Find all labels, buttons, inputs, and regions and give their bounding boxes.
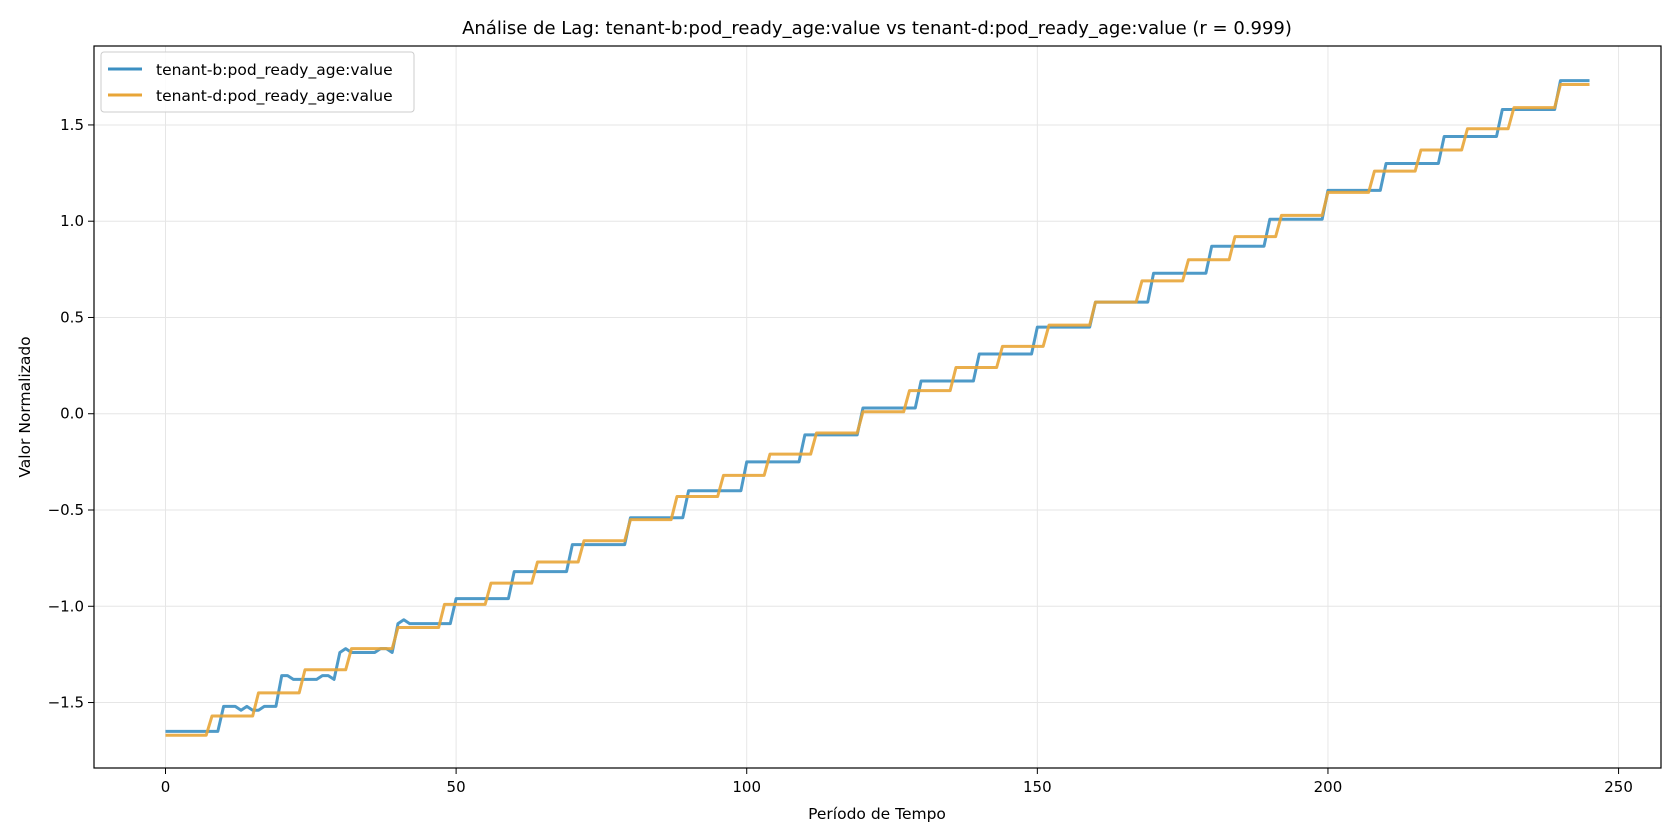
series-line-tenant-d bbox=[165, 83, 1590, 737]
legend: tenant-b:pod_ready_age:value tenant-d:po… bbox=[100, 51, 415, 113]
x-tick-label: 100 bbox=[732, 778, 761, 796]
x-tick-label: 150 bbox=[1023, 778, 1052, 796]
legend-label-tenant-b: tenant-b:pod_ready_age:value bbox=[156, 61, 393, 80]
series-layer bbox=[165, 79, 1590, 737]
axis-ticks: 0 50 100 150 200 250 −1.5 −1.0 −0.5 0.0 0.5 1.0 1.5 bbox=[48, 116, 1633, 796]
y-tick-label: −1.0 bbox=[48, 597, 84, 615]
y-tick-label: −1.5 bbox=[48, 694, 84, 712]
x-tick-label: 0 bbox=[161, 778, 171, 796]
y-tick-label: 1.0 bbox=[60, 212, 84, 230]
y-tick-label: 0.5 bbox=[60, 308, 84, 326]
grid bbox=[94, 46, 1661, 768]
y-tick-label: 1.5 bbox=[60, 116, 84, 134]
y-axis-label: Valor Normalizado bbox=[16, 336, 34, 477]
x-axis-label: Período de Tempo bbox=[808, 805, 946, 823]
y-tick-label: −0.5 bbox=[48, 501, 84, 519]
y-tick-label: 0.0 bbox=[60, 405, 84, 423]
chart-title: Análise de Lag: tenant-b:pod_ready_age:v… bbox=[462, 18, 1292, 39]
plot-frame bbox=[93, 45, 1662, 769]
legend-box bbox=[100, 51, 415, 113]
x-tick-label: 250 bbox=[1604, 778, 1633, 796]
x-tick-label: 200 bbox=[1314, 778, 1343, 796]
x-tick-label: 50 bbox=[447, 778, 466, 796]
legend-label-tenant-d: tenant-d:pod_ready_age:value bbox=[156, 87, 393, 106]
